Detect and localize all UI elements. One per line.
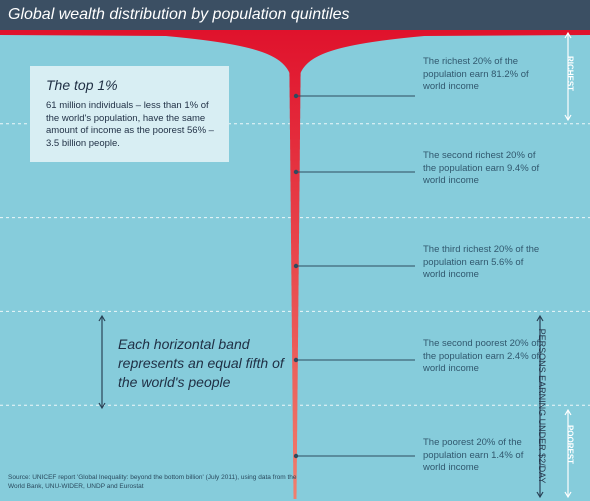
quintile-label-richest: The richest 20% of the population earn 8… [423,56,529,92]
chart-title: Global wealth distribution by population… [8,6,350,23]
richest-arrow-head-bottom [564,114,572,122]
quintile-label-third-richest: The third richest 20% of the population … [423,244,540,280]
quintile-label-second-poorest: The second poorest 20% of the population… [423,338,540,374]
top-one-percent-callout: The top 1% 61 million individuals – less… [30,66,229,162]
title-bar: Global wealth distribution by population… [0,0,590,30]
under-two-dollars-label: PERSONS EARNING UNDER $2/DAY [537,328,547,484]
connector-dot [293,357,299,363]
poorest-arrow-head-top [564,408,572,416]
poorest-side-label: POOREST [565,424,575,465]
band-height-arrow-head-bottom [98,402,106,410]
source-note: Source: UNICEF report 'Global Inequality… [8,474,297,490]
under-two-dollars-arrow-head-top [536,314,544,322]
band-height-arrow [98,314,106,410]
poorest-arrow-head-bottom [564,491,572,499]
richest-arrow [564,31,572,122]
callout-heading: The top 1% [46,77,118,93]
connector-dot [293,263,299,269]
richest-arrow-head-top [564,31,572,39]
under-two-dollars-arrow-head-bottom [536,491,544,499]
connector-dot [293,93,299,99]
band-height-arrow-head-top [98,314,106,322]
poorest-arrow [564,408,572,499]
callout-body: 61 million individuals – less than 1% of… [46,100,214,149]
richest-side-label: RICHEST [565,55,575,92]
under-two-dollars-arrow [536,314,544,499]
connector-dot [293,169,299,175]
connector-dot [293,453,299,459]
quintile-label-poorest: The poorest 20% of the population earn 1… [423,437,524,473]
quintile-label-second-richest: The second richest 20% of the population… [423,150,540,186]
band-note: Each horizontal band represents an equal… [118,336,284,390]
